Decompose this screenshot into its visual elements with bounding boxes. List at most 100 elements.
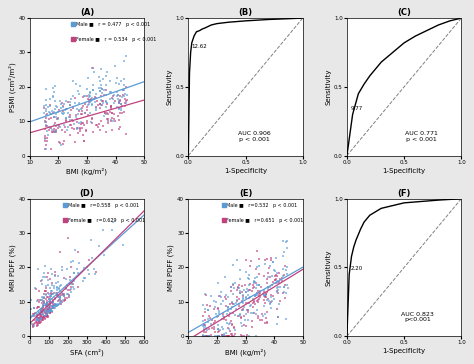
Point [36, 308, 44, 314]
Point [99, 98, 107, 104]
Point [87, 98, 95, 104]
Point [68, 280, 76, 285]
Point [95, 74, 103, 80]
Point [200, 332, 207, 338]
Point [82, 127, 90, 133]
Point [72, 112, 80, 118]
Point [264, 274, 272, 280]
Point [41, 135, 49, 141]
Point [67, 284, 74, 290]
Point [83, 107, 91, 113]
Point [74, 250, 82, 256]
Point [78, 121, 85, 127]
Point [109, 95, 116, 101]
Point [106, 110, 114, 115]
Point [37, 306, 45, 312]
Point [50, 283, 58, 289]
Point [280, 266, 287, 272]
Point [46, 299, 54, 305]
Point [69, 284, 77, 290]
Point [58, 300, 66, 305]
Point [92, 104, 100, 110]
Point [67, 286, 75, 292]
Point [107, 118, 114, 124]
Point [115, 105, 123, 111]
Point [26, 330, 34, 336]
Point [240, 296, 247, 301]
Point [41, 118, 49, 124]
Point [49, 305, 57, 311]
Point [102, 130, 110, 135]
Point [33, 323, 41, 328]
Point [40, 294, 47, 300]
Point [52, 128, 59, 134]
Point [33, 315, 41, 321]
Point [103, 111, 110, 116]
Point [40, 314, 48, 320]
Point [250, 280, 258, 286]
Point [215, 308, 223, 314]
Point [66, 274, 73, 280]
Point [266, 301, 274, 307]
Point [48, 308, 55, 314]
Point [71, 126, 78, 132]
Point [88, 102, 96, 108]
Point [246, 263, 254, 269]
Point [90, 65, 97, 71]
Point [39, 302, 46, 308]
Point [56, 140, 64, 146]
Text: 2.20: 2.20 [350, 266, 363, 271]
Point [62, 297, 69, 303]
Point [93, 98, 100, 104]
Point [219, 333, 227, 339]
Point [251, 278, 258, 284]
Point [43, 123, 51, 129]
Point [37, 312, 45, 318]
Text: AUC 0.771
p < 0.001: AUC 0.771 p < 0.001 [405, 131, 438, 142]
Point [61, 107, 69, 113]
Point [264, 318, 271, 324]
Point [263, 297, 271, 302]
Point [46, 96, 54, 102]
Point [243, 332, 251, 338]
Point [48, 108, 56, 114]
Point [230, 282, 237, 288]
Point [261, 300, 269, 306]
Point [38, 317, 46, 323]
Point [235, 301, 243, 307]
Point [59, 111, 66, 117]
Point [206, 316, 214, 321]
Point [80, 132, 87, 138]
Point [61, 291, 68, 297]
Point [46, 309, 54, 315]
Point [49, 300, 57, 306]
Point [50, 303, 57, 309]
Point [67, 289, 74, 294]
Point [46, 103, 54, 109]
Point [274, 288, 282, 293]
Point [250, 280, 257, 285]
Point [86, 89, 94, 95]
Point [34, 321, 41, 327]
Point [45, 308, 52, 314]
Point [210, 320, 218, 326]
Point [228, 305, 236, 310]
Text: 9.77: 9.77 [350, 106, 363, 111]
Point [249, 296, 256, 302]
Point [80, 265, 88, 271]
Point [46, 125, 54, 131]
Point [85, 98, 93, 103]
Point [281, 282, 289, 288]
Point [201, 325, 208, 331]
Point [45, 309, 53, 314]
Point [269, 298, 276, 304]
Point [52, 123, 60, 129]
Point [102, 92, 109, 98]
Point [115, 100, 123, 106]
Point [69, 92, 77, 98]
Point [37, 308, 45, 314]
Point [49, 299, 57, 305]
Point [96, 88, 103, 94]
Point [62, 276, 70, 282]
Point [30, 310, 38, 316]
